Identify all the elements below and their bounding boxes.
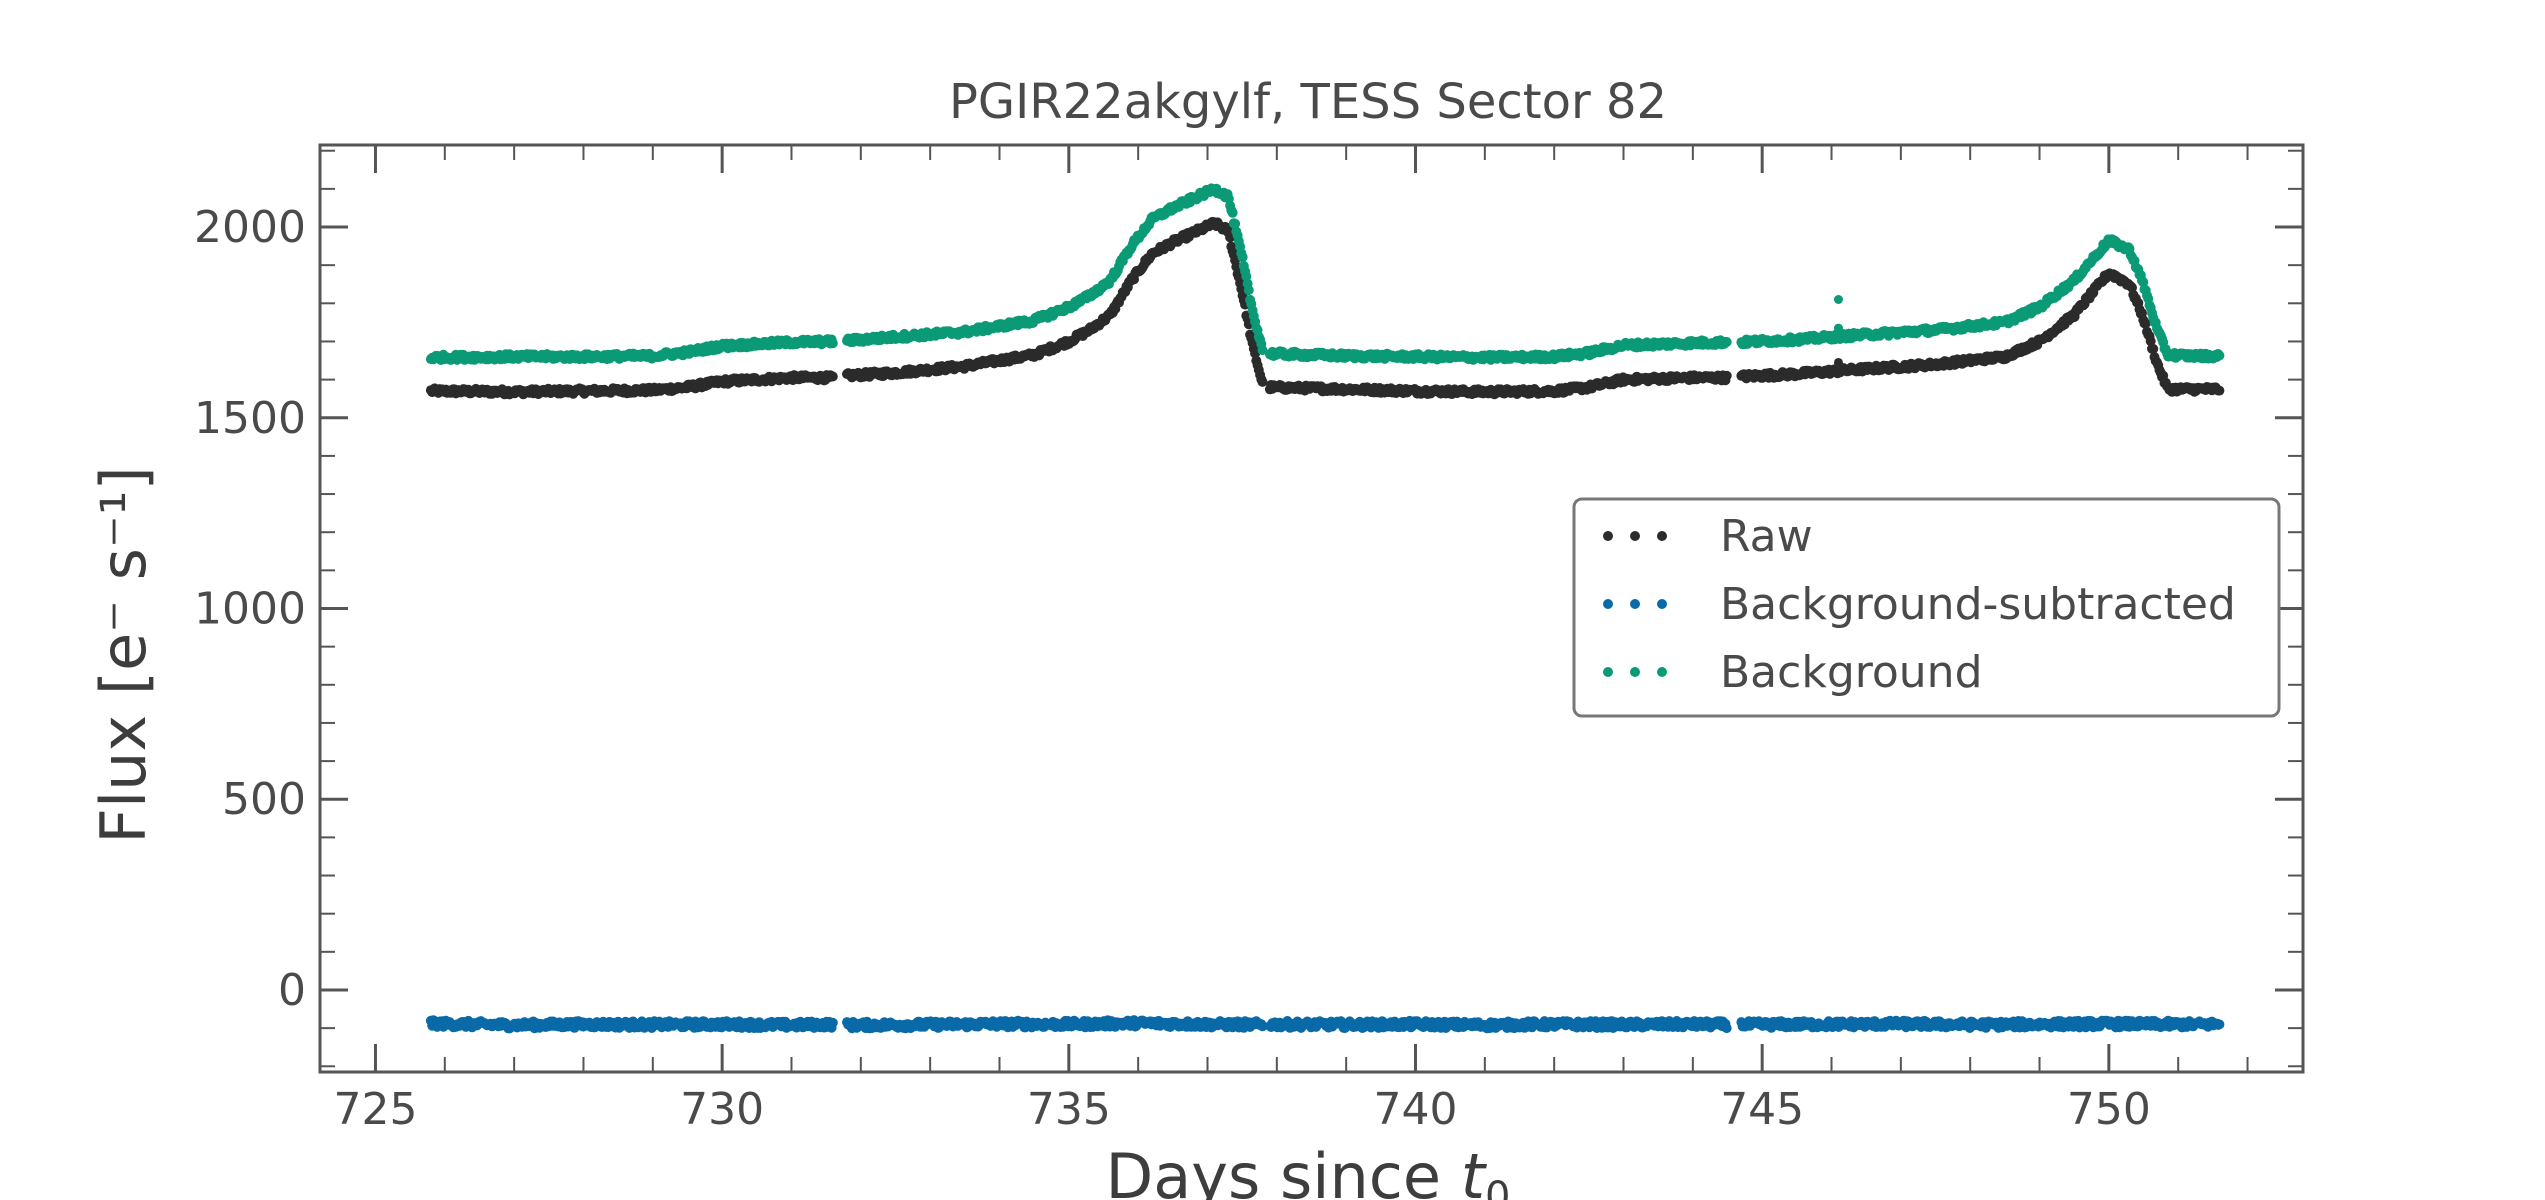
y-tick-label: 1000 <box>194 584 306 635</box>
chart-title: PGIR22akgylf, TESS Sector 82 <box>949 74 1667 130</box>
data-point <box>1721 1023 1732 1034</box>
legend-frame <box>1572 497 2281 718</box>
ticks-layer: 725 730 735 740 745 750 0 500 1000 1500 2000 <box>194 145 2303 1135</box>
data-point <box>1721 337 1732 347</box>
data-point <box>2145 336 2156 347</box>
outlier-point <box>1833 357 1843 367</box>
x-tick-label: 750 <box>2067 1084 2151 1135</box>
x-tick-label: 740 <box>1374 1084 1458 1135</box>
y-tick-label: 0 <box>278 965 306 1016</box>
x-axis-label-sub: 0 <box>1485 1174 1510 1200</box>
data-point <box>827 1017 838 1028</box>
legend: Raw Background-subtracted Background <box>1572 497 2281 718</box>
outlier-point <box>1833 295 1843 304</box>
legend-marker <box>1657 599 1667 609</box>
x-tick-label: 735 <box>1027 1084 1111 1135</box>
legend-entry: Raw <box>1603 511 1813 562</box>
legend-label: Background-subtracted <box>1720 579 2236 630</box>
data-point <box>2214 385 2225 396</box>
data-point <box>1721 370 1732 381</box>
legend-marker <box>1603 531 1613 541</box>
legend-marker <box>1603 667 1613 677</box>
data-point <box>1257 345 1268 356</box>
x-axis-label: Days since t0 <box>1106 1140 1511 1200</box>
data-point <box>1227 207 1238 218</box>
legend-entry: Background-subtracted <box>1603 579 2236 630</box>
data-point <box>1257 376 1268 387</box>
x-tick-label: 725 <box>333 1084 417 1135</box>
y-tick-label: 2000 <box>194 202 306 253</box>
plot-area: 725 730 735 740 745 750 0 500 1000 1500 2000 <box>194 143 2305 1135</box>
data-point <box>2214 350 2225 361</box>
y-axis-label: Flux [e⁻ s⁻¹] <box>87 466 160 843</box>
data-point <box>827 371 838 382</box>
series-raw <box>425 216 2225 400</box>
data-point <box>2214 1019 2225 1030</box>
x-tick-label: 745 <box>1720 1084 1804 1135</box>
legend-label: Raw <box>1720 511 1813 562</box>
legend-marker <box>1657 667 1667 677</box>
data-point <box>2140 318 2151 329</box>
x-axis-label-var: t <box>1461 1140 1488 1200</box>
y-tick-label: 500 <box>222 774 306 825</box>
legend-marker <box>1603 599 1613 609</box>
series-background-subtracted <box>425 1015 2225 1034</box>
data-point <box>1225 232 1236 243</box>
legend-entry: Background <box>1603 647 1983 698</box>
data-point <box>1230 218 1241 229</box>
data-point <box>1257 1021 1268 1032</box>
legend-label: Background <box>1720 647 1983 698</box>
legend-marker <box>1630 599 1640 609</box>
outlier-point <box>1833 323 1843 333</box>
data-point <box>827 338 838 349</box>
x-tick-label: 730 <box>680 1084 764 1135</box>
data-layer <box>425 183 2225 1034</box>
data-point <box>1243 285 1254 296</box>
series-background <box>425 183 2225 365</box>
data-point <box>2148 343 2159 354</box>
legend-entries: Raw Background-subtracted Background <box>1603 511 2236 698</box>
legend-marker <box>1630 531 1640 541</box>
x-axis-label-prefix: Days since <box>1106 1140 1461 1200</box>
legend-marker <box>1657 531 1667 541</box>
legend-marker <box>1630 667 1640 677</box>
y-tick-label: 1500 <box>194 393 306 444</box>
data-point <box>1237 252 1248 263</box>
